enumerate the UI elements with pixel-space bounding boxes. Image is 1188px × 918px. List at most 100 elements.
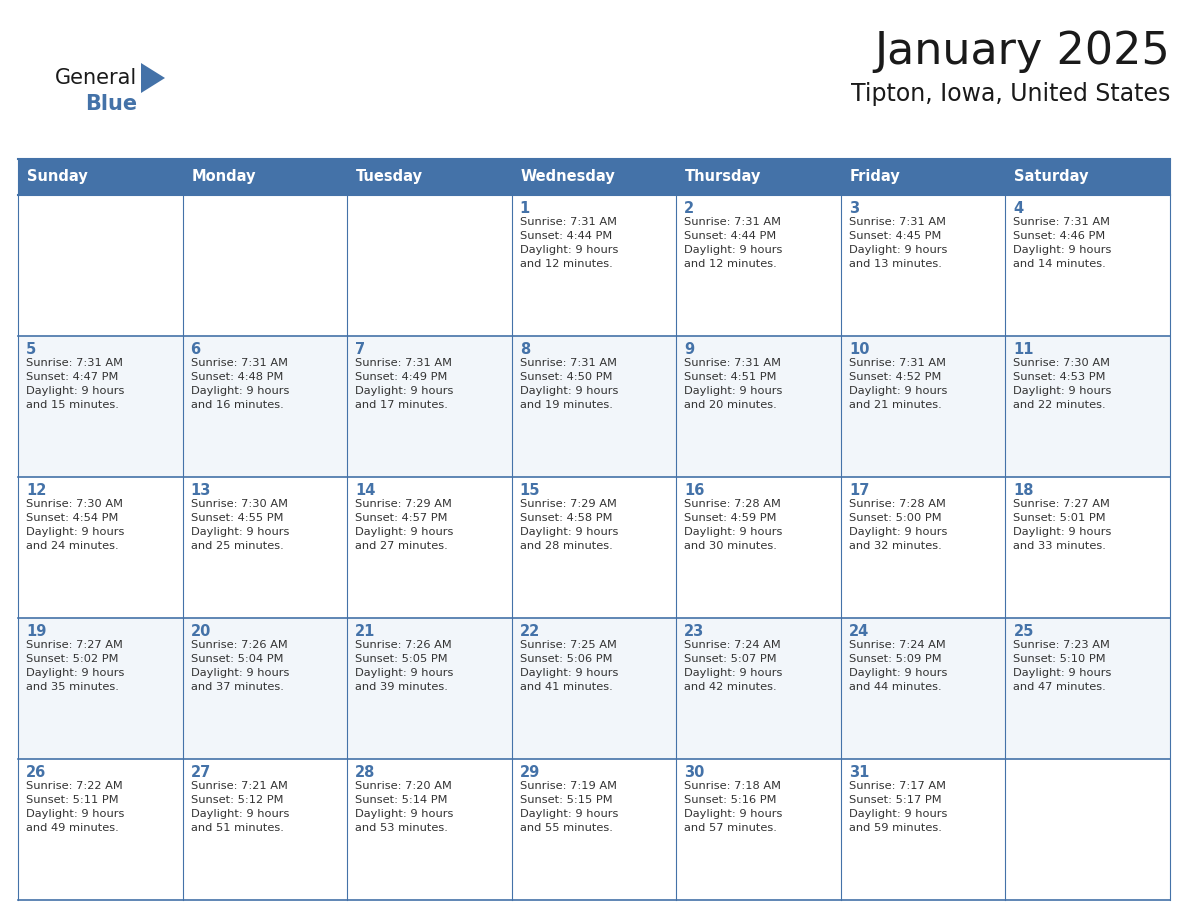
Text: 16: 16 xyxy=(684,483,704,498)
Text: Sunrise: 7:31 AM
Sunset: 4:52 PM
Daylight: 9 hours
and 21 minutes.: Sunrise: 7:31 AM Sunset: 4:52 PM Dayligh… xyxy=(849,358,947,410)
Text: Sunrise: 7:26 AM
Sunset: 5:04 PM
Daylight: 9 hours
and 37 minutes.: Sunrise: 7:26 AM Sunset: 5:04 PM Dayligh… xyxy=(190,640,289,692)
Bar xyxy=(183,618,347,759)
Bar xyxy=(512,759,676,900)
Text: Sunrise: 7:28 AM
Sunset: 4:59 PM
Daylight: 9 hours
and 30 minutes.: Sunrise: 7:28 AM Sunset: 4:59 PM Dayligh… xyxy=(684,499,783,551)
Text: Sunrise: 7:24 AM
Sunset: 5:07 PM
Daylight: 9 hours
and 42 minutes.: Sunrise: 7:24 AM Sunset: 5:07 PM Dayligh… xyxy=(684,640,783,692)
Text: Sunrise: 7:22 AM
Sunset: 5:11 PM
Daylight: 9 hours
and 49 minutes.: Sunrise: 7:22 AM Sunset: 5:11 PM Dayligh… xyxy=(26,781,125,833)
Bar xyxy=(18,618,183,759)
Bar xyxy=(347,159,512,195)
Text: Wednesday: Wednesday xyxy=(520,170,615,185)
Bar xyxy=(841,477,1005,618)
Bar xyxy=(676,477,841,618)
Text: 28: 28 xyxy=(355,765,375,780)
Text: 1: 1 xyxy=(519,201,530,216)
Text: 27: 27 xyxy=(190,765,210,780)
Text: Sunrise: 7:19 AM
Sunset: 5:15 PM
Daylight: 9 hours
and 55 minutes.: Sunrise: 7:19 AM Sunset: 5:15 PM Dayligh… xyxy=(519,781,618,833)
Text: Sunrise: 7:24 AM
Sunset: 5:09 PM
Daylight: 9 hours
and 44 minutes.: Sunrise: 7:24 AM Sunset: 5:09 PM Dayligh… xyxy=(849,640,947,692)
Bar xyxy=(1005,336,1170,477)
Text: Sunrise: 7:20 AM
Sunset: 5:14 PM
Daylight: 9 hours
and 53 minutes.: Sunrise: 7:20 AM Sunset: 5:14 PM Dayligh… xyxy=(355,781,454,833)
Text: General: General xyxy=(55,68,138,88)
Text: Sunrise: 7:31 AM
Sunset: 4:47 PM
Daylight: 9 hours
and 15 minutes.: Sunrise: 7:31 AM Sunset: 4:47 PM Dayligh… xyxy=(26,358,125,410)
Text: 5: 5 xyxy=(26,342,37,357)
Bar xyxy=(841,336,1005,477)
Text: 12: 12 xyxy=(26,483,46,498)
Text: Sunrise: 7:21 AM
Sunset: 5:12 PM
Daylight: 9 hours
and 51 minutes.: Sunrise: 7:21 AM Sunset: 5:12 PM Dayligh… xyxy=(190,781,289,833)
Text: 29: 29 xyxy=(519,765,541,780)
Text: 25: 25 xyxy=(1013,624,1034,639)
Text: Sunrise: 7:30 AM
Sunset: 4:53 PM
Daylight: 9 hours
and 22 minutes.: Sunrise: 7:30 AM Sunset: 4:53 PM Dayligh… xyxy=(1013,358,1112,410)
Text: Sunrise: 7:29 AM
Sunset: 4:58 PM
Daylight: 9 hours
and 28 minutes.: Sunrise: 7:29 AM Sunset: 4:58 PM Dayligh… xyxy=(519,499,618,551)
Bar xyxy=(183,336,347,477)
Text: Sunday: Sunday xyxy=(27,170,88,185)
Text: 24: 24 xyxy=(849,624,870,639)
Text: Saturday: Saturday xyxy=(1015,170,1089,185)
Text: 20: 20 xyxy=(190,624,211,639)
Bar xyxy=(18,159,183,195)
Bar xyxy=(676,195,841,336)
Text: Sunrise: 7:25 AM
Sunset: 5:06 PM
Daylight: 9 hours
and 41 minutes.: Sunrise: 7:25 AM Sunset: 5:06 PM Dayligh… xyxy=(519,640,618,692)
Text: 9: 9 xyxy=(684,342,695,357)
Text: 21: 21 xyxy=(355,624,375,639)
Text: 30: 30 xyxy=(684,765,704,780)
Bar xyxy=(183,759,347,900)
Bar xyxy=(18,759,183,900)
Text: Sunrise: 7:28 AM
Sunset: 5:00 PM
Daylight: 9 hours
and 32 minutes.: Sunrise: 7:28 AM Sunset: 5:00 PM Dayligh… xyxy=(849,499,947,551)
Bar xyxy=(18,336,183,477)
Text: Sunrise: 7:27 AM
Sunset: 5:02 PM
Daylight: 9 hours
and 35 minutes.: Sunrise: 7:27 AM Sunset: 5:02 PM Dayligh… xyxy=(26,640,125,692)
Bar xyxy=(676,759,841,900)
Text: 22: 22 xyxy=(519,624,541,639)
Bar xyxy=(512,618,676,759)
Bar xyxy=(347,195,512,336)
Text: Sunrise: 7:26 AM
Sunset: 5:05 PM
Daylight: 9 hours
and 39 minutes.: Sunrise: 7:26 AM Sunset: 5:05 PM Dayligh… xyxy=(355,640,454,692)
Bar xyxy=(347,477,512,618)
Bar xyxy=(347,336,512,477)
Bar xyxy=(512,159,676,195)
Bar xyxy=(18,195,183,336)
Bar xyxy=(1005,759,1170,900)
Text: January 2025: January 2025 xyxy=(874,30,1170,73)
Text: Sunrise: 7:31 AM
Sunset: 4:44 PM
Daylight: 9 hours
and 12 minutes.: Sunrise: 7:31 AM Sunset: 4:44 PM Dayligh… xyxy=(519,217,618,269)
Text: Tuesday: Tuesday xyxy=(356,170,423,185)
Text: 8: 8 xyxy=(519,342,530,357)
Text: 11: 11 xyxy=(1013,342,1034,357)
Text: 13: 13 xyxy=(190,483,211,498)
Bar xyxy=(676,336,841,477)
Bar xyxy=(1005,618,1170,759)
Text: Sunrise: 7:31 AM
Sunset: 4:46 PM
Daylight: 9 hours
and 14 minutes.: Sunrise: 7:31 AM Sunset: 4:46 PM Dayligh… xyxy=(1013,217,1112,269)
Text: Sunrise: 7:31 AM
Sunset: 4:51 PM
Daylight: 9 hours
and 20 minutes.: Sunrise: 7:31 AM Sunset: 4:51 PM Dayligh… xyxy=(684,358,783,410)
Bar xyxy=(841,618,1005,759)
Text: Monday: Monday xyxy=(191,170,257,185)
Bar xyxy=(183,477,347,618)
Bar xyxy=(347,618,512,759)
Text: 2: 2 xyxy=(684,201,695,216)
Text: Friday: Friday xyxy=(849,170,901,185)
Bar xyxy=(1005,195,1170,336)
Text: Sunrise: 7:18 AM
Sunset: 5:16 PM
Daylight: 9 hours
and 57 minutes.: Sunrise: 7:18 AM Sunset: 5:16 PM Dayligh… xyxy=(684,781,783,833)
Bar xyxy=(512,477,676,618)
Bar xyxy=(676,159,841,195)
Bar xyxy=(512,336,676,477)
Bar xyxy=(841,195,1005,336)
Polygon shape xyxy=(141,63,165,93)
Text: Tipton, Iowa, United States: Tipton, Iowa, United States xyxy=(851,82,1170,106)
Text: Sunrise: 7:31 AM
Sunset: 4:50 PM
Daylight: 9 hours
and 19 minutes.: Sunrise: 7:31 AM Sunset: 4:50 PM Dayligh… xyxy=(519,358,618,410)
Text: 15: 15 xyxy=(519,483,541,498)
Text: Sunrise: 7:31 AM
Sunset: 4:49 PM
Daylight: 9 hours
and 17 minutes.: Sunrise: 7:31 AM Sunset: 4:49 PM Dayligh… xyxy=(355,358,454,410)
Text: Sunrise: 7:31 AM
Sunset: 4:44 PM
Daylight: 9 hours
and 12 minutes.: Sunrise: 7:31 AM Sunset: 4:44 PM Dayligh… xyxy=(684,217,783,269)
Text: 31: 31 xyxy=(849,765,870,780)
Text: 26: 26 xyxy=(26,765,46,780)
Text: 7: 7 xyxy=(355,342,365,357)
Text: 4: 4 xyxy=(1013,201,1024,216)
Bar xyxy=(512,195,676,336)
Text: Blue: Blue xyxy=(86,94,137,114)
Text: Sunrise: 7:29 AM
Sunset: 4:57 PM
Daylight: 9 hours
and 27 minutes.: Sunrise: 7:29 AM Sunset: 4:57 PM Dayligh… xyxy=(355,499,454,551)
Text: Sunrise: 7:17 AM
Sunset: 5:17 PM
Daylight: 9 hours
and 59 minutes.: Sunrise: 7:17 AM Sunset: 5:17 PM Dayligh… xyxy=(849,781,947,833)
Bar xyxy=(347,759,512,900)
Text: Thursday: Thursday xyxy=(685,170,762,185)
Text: Sunrise: 7:31 AM
Sunset: 4:45 PM
Daylight: 9 hours
and 13 minutes.: Sunrise: 7:31 AM Sunset: 4:45 PM Dayligh… xyxy=(849,217,947,269)
Text: Sunrise: 7:30 AM
Sunset: 4:54 PM
Daylight: 9 hours
and 24 minutes.: Sunrise: 7:30 AM Sunset: 4:54 PM Dayligh… xyxy=(26,499,125,551)
Bar xyxy=(676,618,841,759)
Bar xyxy=(183,159,347,195)
Text: 19: 19 xyxy=(26,624,46,639)
Text: 17: 17 xyxy=(849,483,870,498)
